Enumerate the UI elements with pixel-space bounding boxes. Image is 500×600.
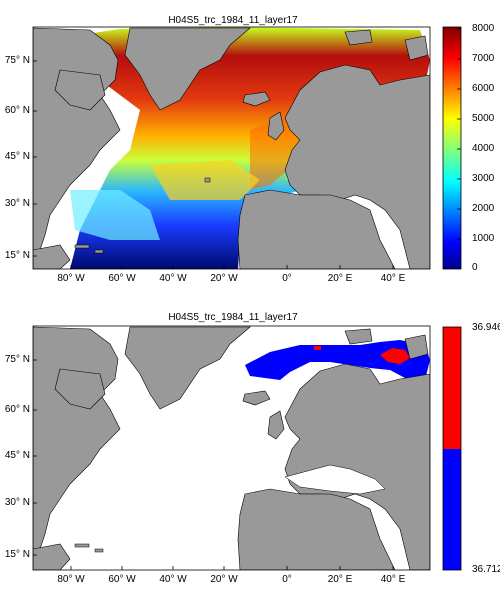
bottom-lon-label: 40° W bbox=[159, 574, 187, 585]
top-lat-label: 45° N bbox=[4, 151, 30, 162]
bottom-colorbar-high bbox=[443, 327, 461, 449]
top-lon-label: 40° E bbox=[380, 273, 406, 284]
top-colorbar-tick: 6000 bbox=[472, 83, 495, 94]
bottom-lon-label: 20° W bbox=[210, 574, 238, 585]
bottom-lat-label: 45° N bbox=[4, 450, 30, 461]
bottom-lat-label: 60° N bbox=[4, 404, 30, 415]
top-lon-label: 80° W bbox=[57, 273, 85, 284]
top-lon-label: 20° E bbox=[327, 273, 353, 284]
high-value-region bbox=[380, 348, 410, 364]
top-lat-label: 60° N bbox=[4, 105, 30, 116]
top-map-title: H04S5_trc_1984_11_layer17 bbox=[168, 15, 298, 26]
top-lat-label: 30° N bbox=[4, 198, 30, 209]
bottom-lat-label: 15° N bbox=[4, 549, 30, 560]
bottom-lat-label: 75° N bbox=[4, 354, 30, 365]
bottom-colorbar-low bbox=[443, 449, 461, 570]
top-map-area bbox=[33, 27, 430, 269]
bottom-lat-label: 30° N bbox=[4, 497, 30, 508]
top-lon-label: 40° W bbox=[159, 273, 187, 284]
bottom-colorbar-tick: 36.712 bbox=[472, 564, 500, 575]
top-lat-label: 15° N bbox=[4, 250, 30, 261]
top-colorbar-tick: 4000 bbox=[472, 143, 495, 154]
top-colorbar-tick: 7000 bbox=[472, 53, 495, 64]
bottom-lon-label: 20° E bbox=[327, 574, 353, 585]
top-colorbar-tick: 1000 bbox=[472, 233, 495, 244]
low-value-region bbox=[245, 340, 430, 380]
bottom-colorbar-tick: 36.946 bbox=[472, 322, 500, 333]
bottom-lon-label: 0° bbox=[282, 574, 292, 585]
bottom-lon-label: 40° E bbox=[380, 574, 406, 585]
bottom-lon-label: 60° W bbox=[108, 574, 136, 585]
top-colorbar-tick: 3000 bbox=[472, 173, 495, 184]
top-lon-label: 0° bbox=[282, 273, 292, 284]
top-colorbar-tick: 5000 bbox=[472, 113, 495, 124]
land-masses-bottom bbox=[33, 326, 430, 570]
bottom-map-frame bbox=[32, 325, 431, 571]
bottom-map-title: H04S5_trc_1984_11_layer17 bbox=[168, 312, 298, 323]
top-map-frame bbox=[32, 26, 431, 270]
bottom-map-area bbox=[33, 326, 430, 570]
top-colorbar-tick: 8000 bbox=[472, 23, 495, 34]
bottom-colorbar bbox=[442, 326, 462, 571]
top-colorbar-tick: 2000 bbox=[472, 203, 495, 214]
top-colorbar-tick: 0 bbox=[472, 262, 478, 273]
bottom-lon-label: 80° W bbox=[57, 574, 85, 585]
land-masses bbox=[33, 27, 430, 269]
top-lon-label: 20° W bbox=[210, 273, 238, 284]
top-colorbar bbox=[442, 26, 462, 270]
top-lat-label: 75° N bbox=[4, 55, 30, 66]
top-lon-label: 60° W bbox=[108, 273, 136, 284]
